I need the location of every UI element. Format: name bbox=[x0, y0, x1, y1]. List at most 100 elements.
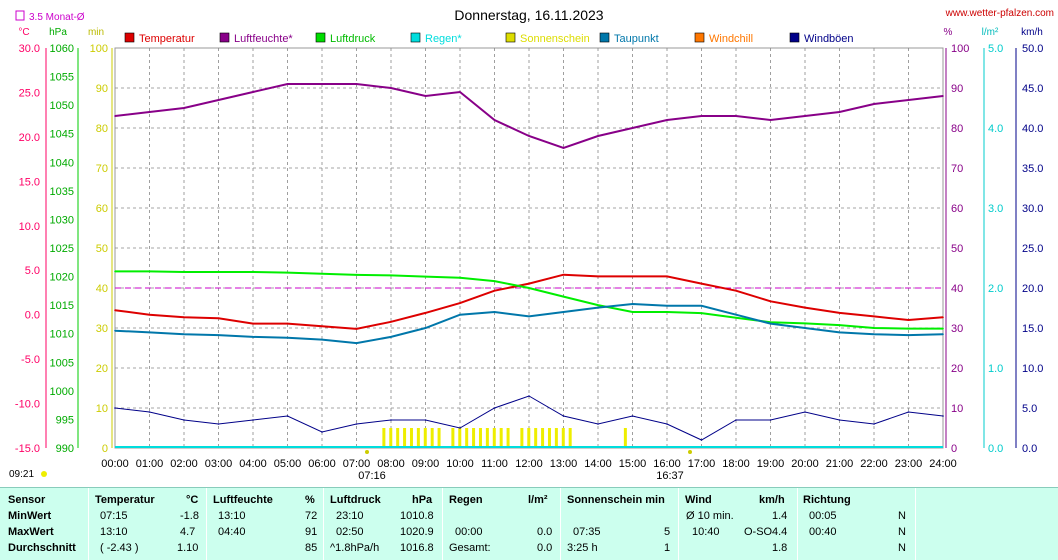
x-tick-label: 16:00 bbox=[653, 458, 681, 470]
humidity-tick-label: 70 bbox=[951, 163, 963, 175]
data-point bbox=[666, 275, 668, 278]
data-point bbox=[562, 415, 565, 417]
data-point bbox=[700, 115, 703, 117]
sunshine-bar bbox=[430, 428, 434, 448]
wind-tick-label: 35.0 bbox=[1022, 163, 1043, 175]
data-point bbox=[873, 333, 875, 336]
x-tick-label: 18:00 bbox=[722, 458, 750, 470]
data-point bbox=[735, 289, 737, 292]
data-point bbox=[907, 327, 910, 330]
header-sunshine: Sonnenschein min bbox=[567, 494, 665, 506]
data-point bbox=[942, 316, 944, 319]
humidity-tick-label: 30 bbox=[951, 323, 963, 335]
humidity-tick-label: 10 bbox=[951, 403, 963, 415]
temp-time: ( -2.43 ) bbox=[100, 542, 139, 554]
sunshine-bar bbox=[561, 428, 565, 448]
data-point bbox=[838, 111, 841, 113]
data-point bbox=[562, 311, 565, 313]
sun-tick-label: 0 bbox=[102, 443, 108, 455]
x-tick-label: 21:00 bbox=[826, 458, 854, 470]
data-point bbox=[735, 313, 737, 316]
sun-tick-label: 90 bbox=[96, 83, 108, 95]
data-point bbox=[286, 271, 289, 274]
rain-value: 0.0 bbox=[537, 542, 553, 554]
pressure-tick-label: 1060 bbox=[50, 43, 74, 55]
data-point bbox=[459, 427, 461, 429]
legend-label: Temperatur bbox=[139, 33, 195, 45]
hum-time: 04:40 bbox=[218, 526, 246, 538]
legend-label: Sonnenschein bbox=[520, 33, 590, 45]
data-point bbox=[804, 411, 806, 413]
data-point bbox=[700, 439, 703, 441]
rain-tick-label: 4.0 bbox=[988, 123, 1003, 135]
data-point bbox=[114, 407, 116, 409]
data-point bbox=[562, 147, 565, 149]
data-point bbox=[424, 95, 427, 97]
temp-tick-label: 10.0 bbox=[19, 221, 40, 233]
pressure-tick-label: 1010 bbox=[50, 329, 74, 341]
wind-tick-label: 0.0 bbox=[1022, 443, 1037, 455]
sunshine-bar bbox=[527, 428, 531, 448]
data-point bbox=[355, 423, 358, 425]
wind-tick-label: 15.0 bbox=[1022, 323, 1043, 335]
data-point bbox=[390, 274, 392, 277]
data-point bbox=[493, 119, 496, 121]
wind-tick-label: 5.0 bbox=[1022, 403, 1037, 415]
humidity-tick-label: 40 bbox=[951, 283, 963, 295]
data-point bbox=[666, 311, 668, 313]
dir-time: 00:05 bbox=[809, 510, 837, 522]
wind-label: Ø 10 min. bbox=[686, 510, 734, 522]
data-point bbox=[390, 320, 392, 323]
data-point bbox=[355, 328, 358, 330]
sun-time: 3:25 h bbox=[567, 542, 598, 554]
hum-value: 85 bbox=[305, 542, 318, 554]
weather-chart: Donnerstag, 16.11.2023 www.wetter-pfalzen… bbox=[9, 7, 1054, 482]
data-point bbox=[666, 423, 668, 425]
data-point bbox=[804, 327, 806, 329]
sun-tick-label: 80 bbox=[96, 123, 108, 135]
data-point bbox=[493, 280, 496, 282]
rain-tick-label: 1.0 bbox=[988, 363, 1003, 375]
press-value: 1020.9 bbox=[400, 526, 434, 538]
x-tick-label: 17:00 bbox=[688, 458, 716, 470]
stats-table: Sensor Temperatur °C Luftfeuchte % Luftd… bbox=[0, 487, 1058, 560]
pressure-unit-label: hPa bbox=[49, 27, 67, 38]
press-time: 02:50 bbox=[336, 526, 364, 538]
humidity-tick-label: 0 bbox=[951, 443, 957, 455]
data-point bbox=[666, 119, 668, 121]
wind-tick-label: 30.0 bbox=[1022, 203, 1043, 215]
data-point bbox=[321, 272, 323, 275]
legend-label: Luftfeuchte* bbox=[234, 33, 293, 45]
data-point bbox=[597, 304, 599, 306]
rain-tick-label: 3.0 bbox=[988, 203, 1003, 215]
pressure-tick-label: 1015 bbox=[50, 300, 74, 312]
data-point bbox=[528, 135, 530, 137]
data-point bbox=[562, 273, 565, 276]
wind-value: 1.8 bbox=[772, 542, 788, 554]
data-point bbox=[700, 304, 703, 307]
wind-label: 10:40 bbox=[692, 526, 720, 538]
data-point bbox=[252, 419, 254, 421]
rain-tick-label: 5.0 bbox=[988, 43, 1003, 55]
header-temperature: Temperatur bbox=[95, 494, 155, 506]
data-point bbox=[390, 419, 392, 421]
rain-unit-label: l/m² bbox=[982, 27, 999, 38]
sun-tick-label: 40 bbox=[96, 283, 108, 295]
temp-tick-label: 15.0 bbox=[19, 176, 40, 188]
data-point bbox=[631, 275, 634, 278]
data-point bbox=[597, 135, 599, 137]
data-point bbox=[390, 87, 392, 89]
data-point bbox=[321, 431, 323, 433]
data-point bbox=[907, 334, 910, 336]
header-humidity: Luftfeuchte bbox=[213, 494, 273, 506]
data-point bbox=[252, 91, 254, 93]
data-point bbox=[907, 99, 910, 101]
header-sensor: Sensor bbox=[8, 494, 46, 506]
x-tick-label: 00:00 bbox=[101, 458, 129, 470]
data-point bbox=[355, 274, 358, 276]
data-point bbox=[114, 329, 116, 332]
pressure-tick-label: 1030 bbox=[50, 214, 74, 226]
temp-time: 07:15 bbox=[100, 510, 128, 522]
header-wind-unit: km/h bbox=[759, 494, 785, 506]
data-point bbox=[873, 315, 875, 318]
